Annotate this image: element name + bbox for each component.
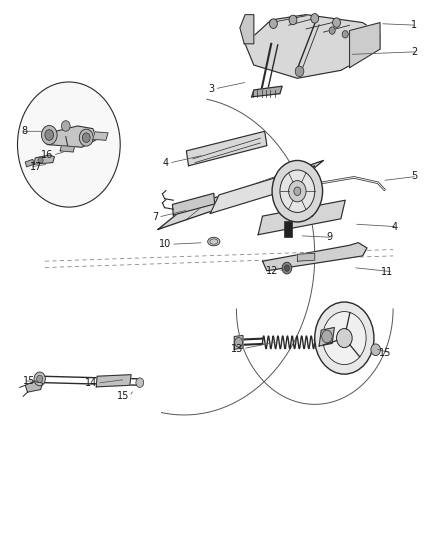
Bar <box>284 221 292 237</box>
Text: 5: 5 <box>411 172 417 181</box>
Circle shape <box>272 160 322 222</box>
Circle shape <box>332 18 340 27</box>
Circle shape <box>282 262 292 274</box>
Circle shape <box>322 312 366 365</box>
Circle shape <box>269 19 277 28</box>
Text: 4: 4 <box>163 158 169 168</box>
Circle shape <box>284 265 290 271</box>
Circle shape <box>18 82 120 207</box>
Circle shape <box>289 15 297 25</box>
Polygon shape <box>245 14 380 78</box>
Polygon shape <box>186 131 267 166</box>
Polygon shape <box>45 126 97 147</box>
Polygon shape <box>252 86 282 97</box>
Polygon shape <box>319 327 334 346</box>
Text: 7: 7 <box>152 212 158 222</box>
Circle shape <box>336 328 352 348</box>
Text: 15: 15 <box>23 376 35 386</box>
Text: 10: 10 <box>159 239 171 249</box>
Text: 17: 17 <box>30 162 42 172</box>
Circle shape <box>45 130 53 140</box>
Circle shape <box>79 129 93 146</box>
Polygon shape <box>96 375 131 387</box>
Text: 13: 13 <box>231 344 243 354</box>
Polygon shape <box>25 159 34 167</box>
Polygon shape <box>25 382 43 392</box>
Text: 2: 2 <box>411 47 417 56</box>
Circle shape <box>136 378 144 387</box>
Circle shape <box>322 330 332 343</box>
Text: 14: 14 <box>85 378 97 388</box>
Text: 3: 3 <box>208 84 215 94</box>
Text: 11: 11 <box>381 267 393 277</box>
Polygon shape <box>158 160 323 229</box>
Polygon shape <box>60 146 74 152</box>
Circle shape <box>280 170 315 213</box>
Circle shape <box>61 120 70 131</box>
Text: 1: 1 <box>411 20 417 30</box>
Text: 4: 4 <box>391 222 397 232</box>
Polygon shape <box>350 22 380 68</box>
Polygon shape <box>210 166 315 214</box>
Circle shape <box>289 181 306 202</box>
Text: 15: 15 <box>378 348 391 358</box>
Polygon shape <box>258 200 345 235</box>
Text: 15: 15 <box>117 391 129 401</box>
Circle shape <box>311 13 319 23</box>
Text: 8: 8 <box>21 126 27 136</box>
Circle shape <box>295 66 304 77</box>
Circle shape <box>34 372 46 386</box>
Circle shape <box>294 187 301 196</box>
Circle shape <box>329 27 335 34</box>
Circle shape <box>42 125 57 144</box>
Polygon shape <box>173 193 215 215</box>
Polygon shape <box>297 253 315 261</box>
Polygon shape <box>34 155 54 164</box>
Circle shape <box>371 344 381 356</box>
Circle shape <box>82 133 90 142</box>
Ellipse shape <box>208 237 220 246</box>
Circle shape <box>342 30 348 38</box>
Polygon shape <box>240 14 254 44</box>
Polygon shape <box>93 132 108 140</box>
Text: 9: 9 <box>326 232 332 243</box>
Circle shape <box>37 375 43 383</box>
Circle shape <box>38 157 43 164</box>
Circle shape <box>235 337 243 347</box>
Circle shape <box>315 302 374 374</box>
Text: 12: 12 <box>266 266 278 276</box>
Text: 16: 16 <box>40 150 53 160</box>
Polygon shape <box>262 243 367 271</box>
Polygon shape <box>234 335 243 349</box>
